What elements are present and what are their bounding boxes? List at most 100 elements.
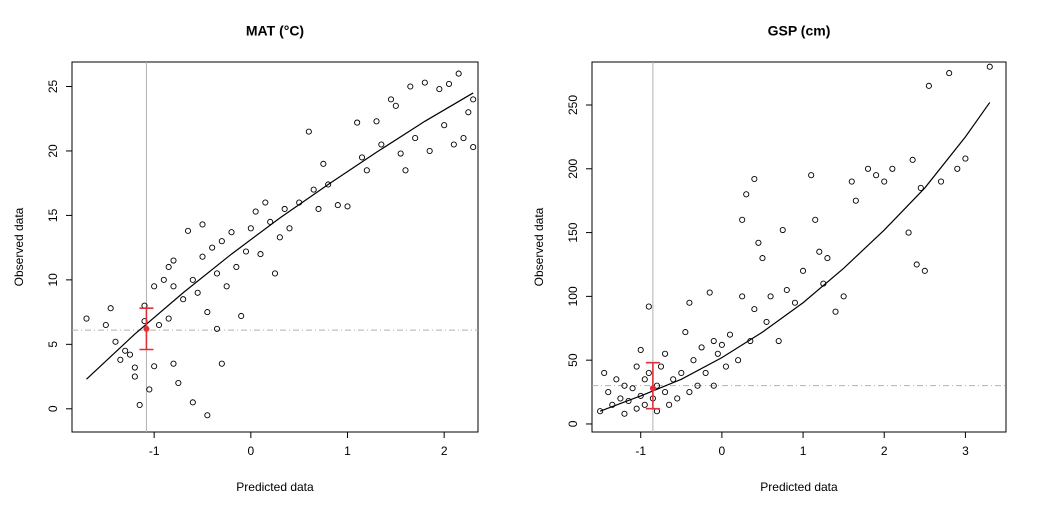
data-point <box>286 225 293 232</box>
data-point <box>354 119 361 126</box>
y-tick-label: 50 <box>566 353 580 367</box>
data-point <box>601 369 608 376</box>
data-point <box>83 315 90 322</box>
data-point <box>402 167 409 174</box>
data-point <box>373 118 380 125</box>
data-point <box>262 199 269 206</box>
data-point <box>397 150 404 157</box>
data-point <box>921 267 928 274</box>
data-point <box>213 270 221 277</box>
y-tick-label: 0 <box>566 420 580 427</box>
data-point <box>751 306 758 313</box>
data-point <box>204 412 211 419</box>
data-point <box>629 385 636 392</box>
data-point <box>670 376 677 383</box>
x-tick-label: 2 <box>441 444 448 458</box>
data-point <box>816 248 823 255</box>
data-point <box>735 357 742 364</box>
data-point <box>751 175 758 183</box>
data-point <box>107 305 114 312</box>
y-axis-label: Observed data <box>12 207 26 286</box>
data-point <box>363 167 370 174</box>
data-point <box>238 312 245 320</box>
data-point <box>621 410 628 417</box>
data-point <box>450 141 457 148</box>
data-point <box>710 337 717 345</box>
data-point <box>633 363 640 370</box>
plot-frame <box>591 61 1007 433</box>
data-point <box>112 338 119 345</box>
data-point <box>102 321 109 329</box>
data-point <box>702 369 709 376</box>
data-point <box>465 109 472 116</box>
data-point <box>358 154 366 161</box>
data-point <box>412 135 419 142</box>
data-point <box>666 401 673 408</box>
y-tick-label: 15 <box>46 208 60 222</box>
y-tick-label: 250 <box>566 95 580 115</box>
y-tick-label: 100 <box>566 286 580 306</box>
data-point <box>759 255 766 262</box>
data-point <box>165 263 172 271</box>
data-point <box>175 379 182 387</box>
data-point <box>743 191 750 198</box>
data-point <box>662 389 669 396</box>
data-point <box>722 363 729 370</box>
data-point <box>334 202 341 209</box>
x-axis-label: Predicted data <box>760 480 838 494</box>
data-point <box>812 216 819 223</box>
y-tick-label: 25 <box>46 80 60 94</box>
data-point <box>421 79 428 86</box>
data-point <box>378 141 385 148</box>
data-point <box>470 96 477 103</box>
data-point <box>199 221 206 228</box>
data-point <box>170 257 177 264</box>
panel-title: MAT (°C) <box>246 23 304 39</box>
x-tick-label: 0 <box>719 444 726 458</box>
data-point <box>407 83 414 90</box>
estimate-point <box>649 385 656 392</box>
data-point <box>767 293 774 300</box>
data-point <box>755 239 762 246</box>
y-tick-label: 200 <box>566 158 580 178</box>
y-axis-label: Observed data <box>532 207 546 286</box>
data-point <box>470 144 477 151</box>
data-point <box>633 405 640 412</box>
data-point <box>392 102 399 109</box>
data-point <box>170 360 177 367</box>
data-point <box>925 82 932 89</box>
data-point <box>674 395 681 402</box>
data-point <box>117 356 124 363</box>
data-point <box>962 155 969 162</box>
data-point <box>800 267 807 274</box>
data-point <box>678 369 685 376</box>
data-point <box>791 299 798 306</box>
x-tick-label: -1 <box>149 444 160 458</box>
data-point <box>657 363 665 370</box>
data-point <box>913 261 920 268</box>
x-tick-label: -1 <box>635 444 646 458</box>
data-point <box>445 80 453 87</box>
data-point <box>881 178 888 185</box>
data-point <box>873 172 880 179</box>
data-point <box>267 218 274 225</box>
data-point <box>151 283 158 290</box>
data-point <box>223 283 230 290</box>
data-point <box>315 205 322 213</box>
data-point <box>204 309 211 316</box>
data-point <box>852 197 859 204</box>
y-tick-label: 20 <box>46 144 60 158</box>
data-point <box>645 303 652 310</box>
data-point <box>832 308 839 315</box>
data-point <box>714 350 721 357</box>
data-point <box>617 395 624 402</box>
data-point <box>189 399 196 406</box>
data-point <box>763 318 770 325</box>
data-point <box>325 181 332 188</box>
data-point <box>954 165 961 172</box>
data-point <box>160 276 167 283</box>
data-point <box>686 299 693 306</box>
data-point <box>387 96 395 103</box>
data-point <box>889 165 896 172</box>
data-point <box>310 186 317 193</box>
